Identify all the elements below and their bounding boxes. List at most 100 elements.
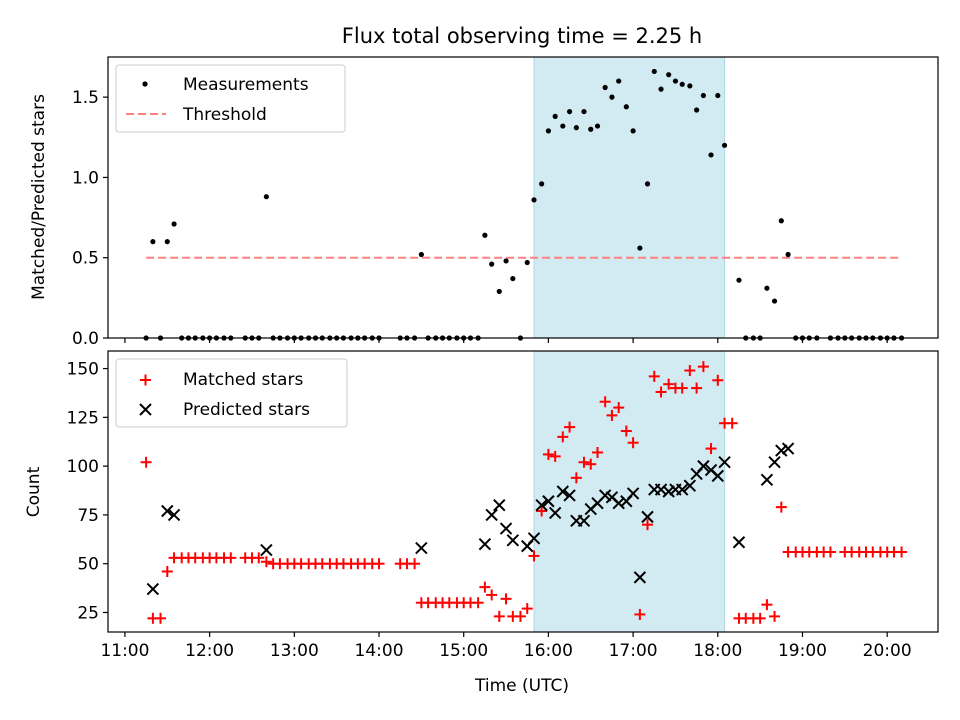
matched-star-point [627,437,639,449]
matched-star-point [479,581,491,593]
matched-star-point [260,556,272,568]
predicted-star-stroke [781,442,795,455]
top-plot-area [143,68,905,341]
top-y-axis-label: Matched/Predicted stars [29,94,49,300]
top-legend: Measurements Threshold [115,64,346,133]
top-panel: 0.0 0.5 1.0 1.5 Matched/Predicted stars Mea… [29,56,939,349]
x-tick-label: 13:00 [270,641,319,661]
x-tick-label: 15:00 [439,641,488,661]
measurement-point [531,197,537,203]
matched-star-point [663,378,675,390]
legend-matched-label: Matched stars [183,370,303,390]
matched-star-point [634,608,646,620]
bottom-y-axis-label: Count [24,466,44,517]
bottom-y-tick-label: 50 [77,555,99,575]
measurement-point [785,251,791,258]
matched-star-point [493,610,505,622]
predicted-star-point [760,473,774,486]
measurement-point [644,181,651,187]
matched-star-point [140,456,152,468]
predicted-star-stroke [161,504,174,518]
measurement-point [736,277,742,283]
predicted-star-point [161,504,174,518]
bottom-y-axis: 25 50 75 100 125 150 [67,360,108,623]
measurement-point [263,194,269,200]
predicted-star-stroke [633,571,647,584]
predicted-star-stroke [260,543,273,557]
predicted-star-stroke [415,541,428,555]
measurement-point [721,142,728,148]
predicted-star-point [577,514,591,527]
legend-measurements-marker [142,81,148,87]
matched-star-point [726,417,738,429]
x-tick-label: 18:00 [693,641,742,661]
predicted-star-point [478,537,492,551]
predicted-star-point [641,510,654,524]
x-tick-label: 14:00 [355,641,404,661]
measurement-point [171,221,177,227]
bottom-plot-area [140,361,908,624]
predicted-star-point [563,489,576,502]
predicted-star-point [633,571,647,584]
predicted-star-stroke [485,508,498,522]
matched-star-point [769,610,781,622]
predicted-star-stroke [563,489,576,502]
matched-star-point [536,505,548,517]
predicted-star-point [506,534,520,547]
predicted-star-stroke [527,532,541,545]
predicted-star-stroke [760,473,774,486]
matched-star-point [613,402,625,414]
matched-star-point [549,450,561,462]
matched-star-point [373,558,385,570]
measurement-point [764,285,770,291]
measurement-point [694,107,700,113]
predicted-star-stroke [605,491,619,504]
measurement-point [566,108,573,115]
predicted-star-point [781,442,795,455]
matched-star-point [514,610,526,622]
predicted-star-stroke [577,514,591,527]
predicted-star-stroke [542,495,555,508]
top-y-tick-label: 0.0 [72,329,99,349]
matched-star-point [253,552,265,564]
predicted-star-point [499,522,513,535]
predicted-star-point [718,456,731,469]
matched-star-point [570,472,582,484]
measurement-point [771,298,778,304]
x-tick-label: 20:00 [863,641,912,661]
measurement-point [602,84,608,91]
top-y-axis: 0.0 0.5 1.0 1.5 [72,88,108,349]
matched-star-point [521,603,533,615]
matched-star-point [557,431,569,443]
measurement-point [164,239,170,245]
top-observing-window-span [533,56,726,339]
measurement-point [715,92,721,99]
bottom-axes-frame [107,350,939,633]
measurement-point [588,126,594,132]
measurement-point [560,123,566,129]
predicted-star-point [542,495,555,508]
measurement-point [623,104,629,110]
matched-star-point [225,552,237,564]
measurement-point [687,83,693,89]
bottom-y-tick-label: 75 [77,506,99,526]
predicted-star-point [146,582,160,596]
predicted-star-stroke [704,463,718,477]
figure-title: Flux total observing time = 2.25 h [342,24,702,48]
measurement-point [581,108,587,115]
matched-star-point [486,589,498,601]
predicted-star-point [654,483,668,496]
predicted-star-stroke [506,534,520,547]
matched-star-point [896,546,908,558]
matched-star-point [564,421,576,433]
predicted-star-stroke [612,497,625,510]
matched-star-point [606,409,618,421]
bottom-y-tick-label: 125 [67,408,99,428]
matched-star-point [585,458,597,470]
predicted-star-stroke [676,483,689,496]
measurement-point [524,259,530,266]
bottom-y-tick-label: 150 [67,360,99,380]
predicted-star-point [485,508,498,522]
matched-star-point [620,425,632,437]
